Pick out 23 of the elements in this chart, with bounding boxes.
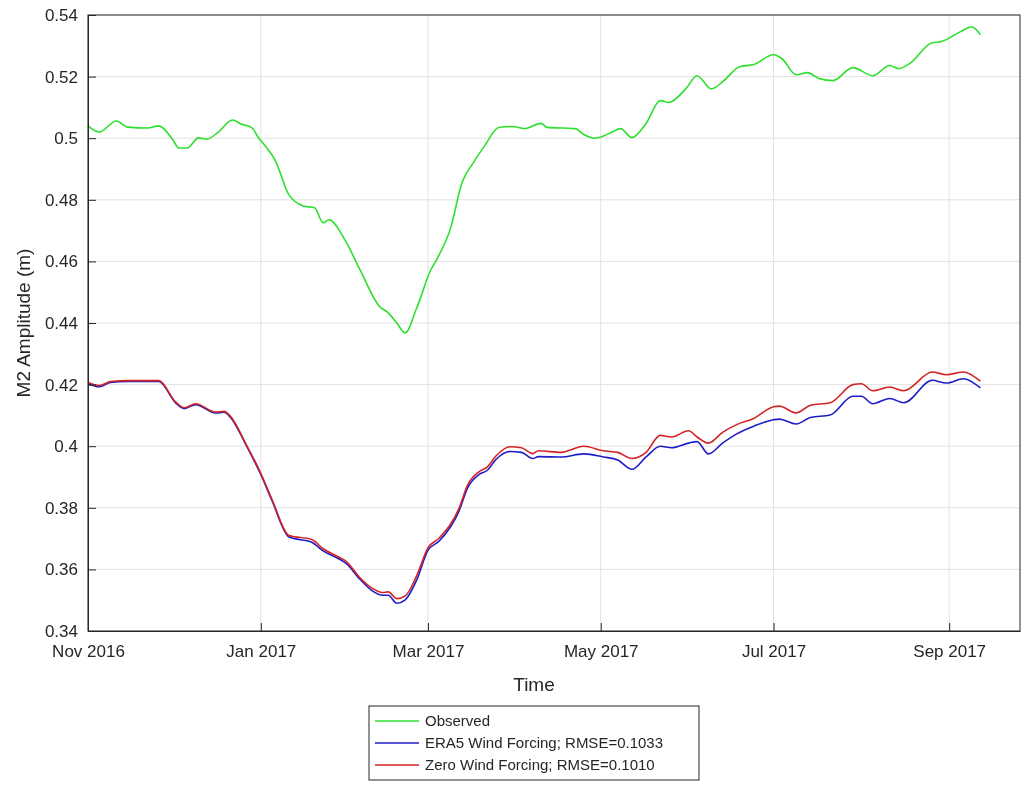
x-tick-label: Nov 2016 bbox=[52, 642, 125, 662]
y-tick-label: 0.38 bbox=[44, 498, 78, 518]
y-tick-label: 0.46 bbox=[44, 252, 78, 272]
x-tick-label: Jan 2017 bbox=[226, 642, 297, 662]
y-tick-label: 0.48 bbox=[44, 190, 78, 210]
y-tick-label: 0.34 bbox=[44, 621, 78, 641]
x-tick-label: Jul 2017 bbox=[741, 642, 807, 662]
legend-label: Zero Wind Forcing; RMSE=0.1010 bbox=[425, 756, 655, 773]
x-tick-label: Sep 2017 bbox=[913, 642, 987, 662]
y-tick-label: 0.54 bbox=[44, 5, 78, 25]
y-tick-label: 0.36 bbox=[44, 560, 78, 580]
legend-label: Observed bbox=[425, 712, 491, 729]
y-tick-label: 0.44 bbox=[44, 313, 78, 333]
y-axis-title: M2 Amplitude (m) bbox=[13, 248, 34, 398]
y-tick-label: 0.52 bbox=[44, 67, 78, 87]
y-tick-label: 0.5 bbox=[54, 129, 78, 149]
x-tick-label: Mar 2017 bbox=[392, 642, 465, 662]
line-series bbox=[87, 25, 982, 334]
y-tick-label: 0.4 bbox=[54, 437, 78, 457]
y-tick-label: 0.42 bbox=[44, 375, 78, 395]
x-tick-label: May 2017 bbox=[563, 642, 639, 662]
legend-label: ERA5 Wind Forcing; RMSE=0.1033 bbox=[425, 734, 664, 751]
x-axis-title: Time bbox=[513, 674, 555, 695]
